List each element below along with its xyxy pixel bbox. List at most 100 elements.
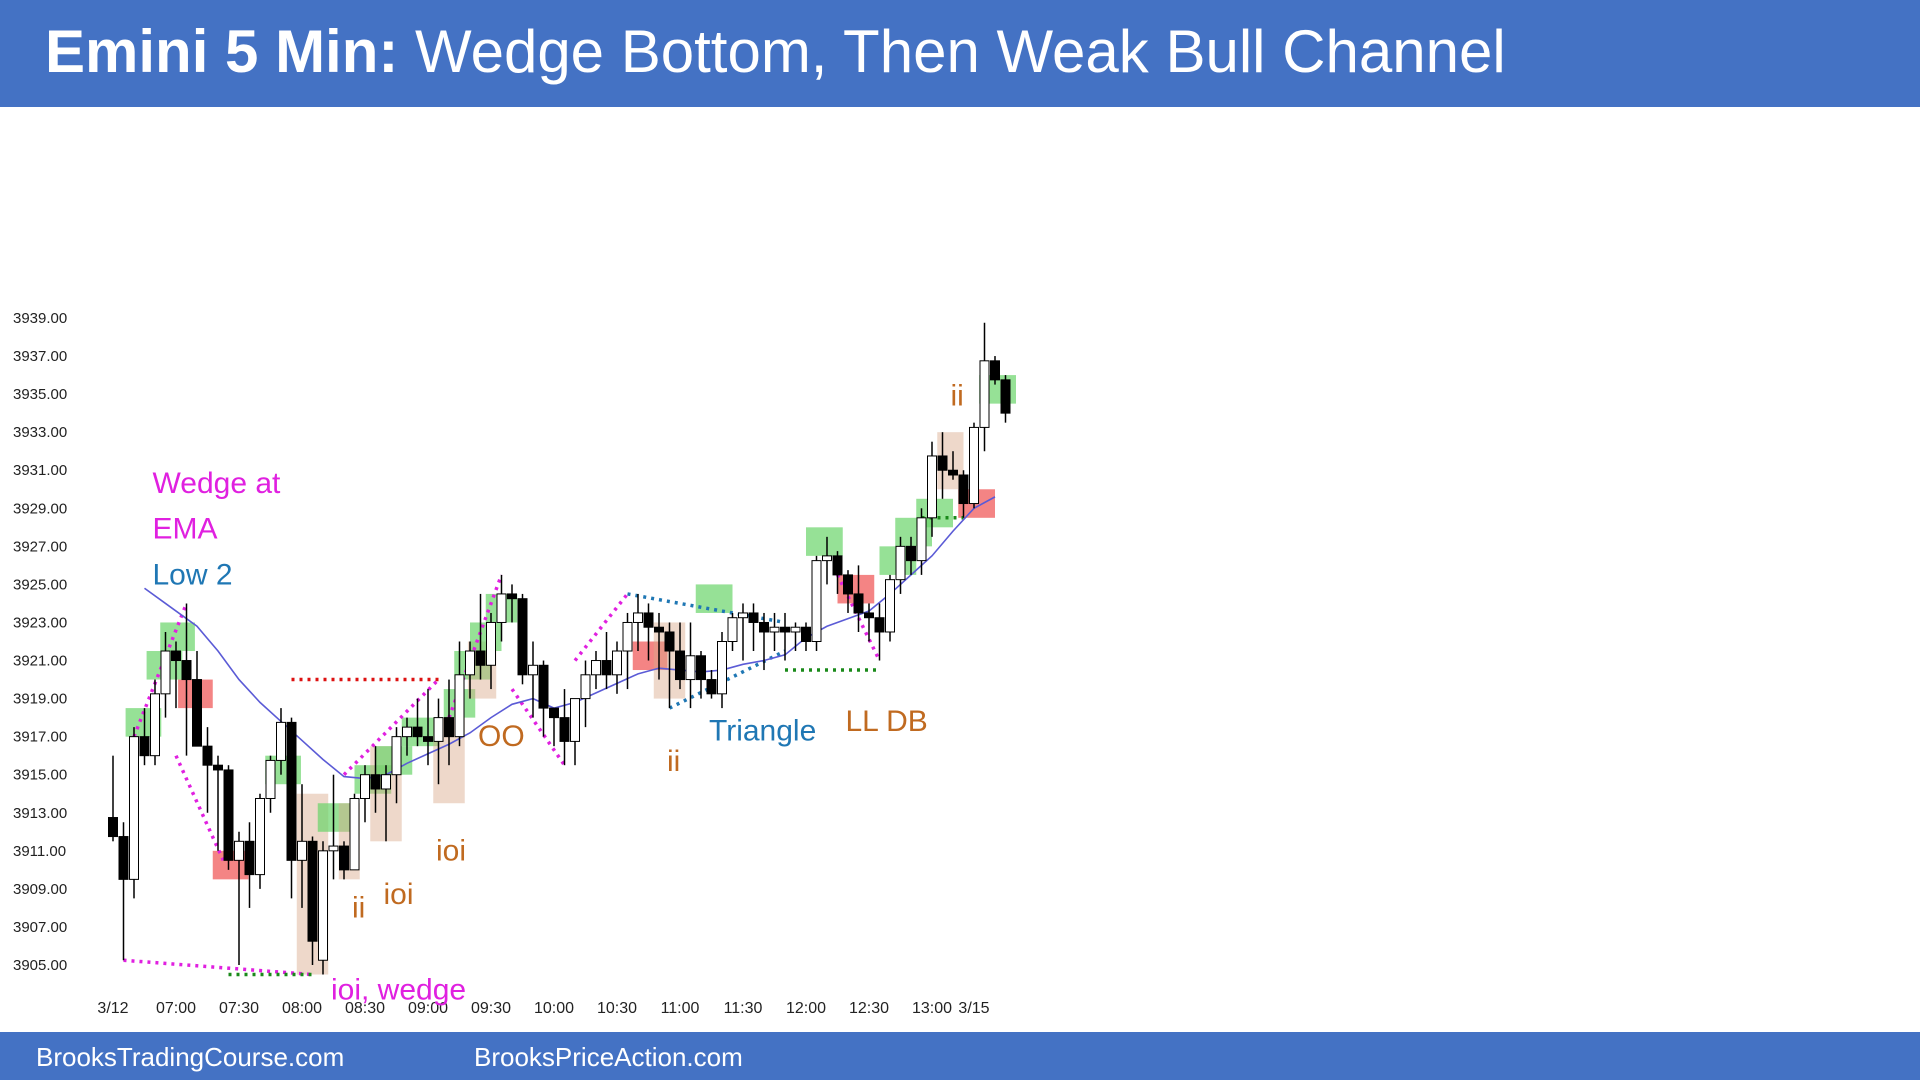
annotation-label: ii bbox=[667, 745, 680, 778]
bear-candle bbox=[990, 360, 1000, 381]
bull-candle bbox=[129, 736, 139, 880]
bear-candle bbox=[948, 469, 958, 476]
magenta-trend-line bbox=[573, 592, 629, 662]
bull-candle bbox=[486, 621, 496, 666]
bull-candle bbox=[528, 664, 538, 676]
x-tick-label: 12:00 bbox=[786, 1000, 826, 1017]
y-tick-label: 3929.00 bbox=[13, 500, 67, 517]
x-tick-label: 3/12 bbox=[97, 1000, 128, 1017]
bear-candle bbox=[423, 736, 433, 742]
title-banner: Emini 5 Min: Wedge Bottom, Then Weak Bul… bbox=[0, 0, 1920, 107]
annotation-label: Triangle bbox=[709, 714, 816, 747]
bear-candle bbox=[475, 650, 486, 666]
bull-candle bbox=[811, 560, 822, 642]
highlight-zones bbox=[125, 375, 1016, 975]
x-tick-label: 08:30 bbox=[345, 1000, 385, 1017]
x-tick-label: 10:30 bbox=[597, 1000, 637, 1017]
bear-candle bbox=[307, 840, 318, 942]
bear-candle bbox=[118, 836, 129, 880]
bull-candle bbox=[265, 759, 276, 799]
bear-candle bbox=[874, 617, 885, 633]
bull-candle bbox=[895, 545, 906, 581]
footer-banner: BrooksTradingCourse.com BrooksPriceActio… bbox=[0, 1032, 1920, 1080]
bull-candle bbox=[790, 626, 801, 633]
bull-candle bbox=[591, 660, 601, 676]
bear-candle bbox=[759, 621, 769, 633]
y-tick-label: 3907.00 bbox=[13, 919, 67, 936]
bull-candle bbox=[381, 774, 391, 790]
bull-candle bbox=[717, 641, 727, 695]
bear-candle bbox=[171, 650, 181, 662]
bull-candle bbox=[633, 612, 643, 623]
bull-candle bbox=[979, 360, 990, 428]
x-tick-label: 3/15 bbox=[958, 1000, 989, 1017]
bull-candle bbox=[612, 650, 622, 676]
bear-candle bbox=[906, 545, 916, 562]
bull-candle bbox=[402, 726, 412, 738]
y-tick-label: 3933.00 bbox=[13, 424, 67, 441]
bull-candle bbox=[328, 845, 339, 852]
bear-candle bbox=[748, 612, 759, 623]
annotation-label: OO bbox=[478, 720, 525, 753]
bear-candle bbox=[559, 717, 570, 742]
green-zone bbox=[317, 803, 355, 832]
x-tick-label: 10:00 bbox=[534, 1000, 574, 1017]
bull-candle bbox=[570, 698, 580, 742]
annotation-label: ioi bbox=[384, 878, 414, 911]
bear-candle bbox=[192, 679, 202, 747]
bear-candle bbox=[507, 593, 517, 600]
bull-candle bbox=[255, 797, 265, 876]
teal-trend-line bbox=[668, 649, 786, 710]
x-tick-label: 11:00 bbox=[661, 1000, 700, 1017]
bull-candle bbox=[349, 797, 360, 871]
candles bbox=[108, 322, 1011, 975]
bull-candle bbox=[276, 721, 286, 761]
annotation-label: ii bbox=[951, 380, 964, 413]
bear-candle bbox=[444, 717, 454, 738]
green-zone bbox=[806, 527, 843, 556]
y-tick-label: 3905.00 bbox=[13, 957, 67, 974]
bull-candle bbox=[727, 617, 738, 643]
footer-link-brookstradingcourse[interactable]: BrooksTradingCourse.com bbox=[36, 1042, 345, 1072]
bear-candle bbox=[538, 664, 549, 709]
annotation-label: Wedge at bbox=[153, 467, 282, 500]
bull-candle bbox=[150, 693, 160, 757]
annotation-label: ioi, wedge bbox=[331, 973, 466, 1006]
bull-candle bbox=[622, 621, 633, 652]
y-tick-label: 3917.00 bbox=[13, 729, 67, 746]
y-tick-label: 3911.00 bbox=[13, 843, 66, 860]
green-zone bbox=[695, 584, 733, 613]
bear-candle bbox=[843, 574, 853, 595]
bull-candle bbox=[769, 626, 780, 633]
y-tick-label: 3909.00 bbox=[13, 881, 67, 898]
bull-candle bbox=[885, 579, 895, 633]
bull-candle bbox=[738, 612, 748, 619]
bear-candle bbox=[853, 593, 864, 614]
bear-candle bbox=[202, 745, 213, 766]
bull-candle bbox=[822, 555, 832, 562]
bull-candle bbox=[234, 840, 244, 861]
bull-candle bbox=[297, 840, 307, 861]
y-tick-label: 3937.00 bbox=[13, 348, 67, 365]
bear-candle bbox=[517, 598, 528, 676]
x-tick-label: 13:00 bbox=[912, 1000, 952, 1017]
bear-candle bbox=[213, 764, 223, 771]
title-bold: Emini 5 Min: bbox=[45, 18, 399, 85]
bear-candle bbox=[244, 840, 255, 876]
bear-candle bbox=[780, 626, 790, 633]
candlestick-chart: 3939.00 3937.00 3935.00 3933.00 3931.00 3929.… bbox=[13, 310, 1016, 1017]
bull-candle bbox=[360, 774, 370, 799]
bull-candle bbox=[580, 674, 591, 700]
x-tick-label: 08:00 bbox=[282, 1000, 322, 1017]
y-tick-label: 3931.00 bbox=[13, 462, 67, 479]
y-tick-label: 3915.00 bbox=[13, 767, 67, 784]
x-axis-ticks: 3/12 07:00 07:30 08:00 08:30 09:00 09:30 10:00 1… bbox=[97, 1000, 989, 1017]
bear-candle bbox=[370, 774, 381, 790]
bear-candle bbox=[549, 707, 559, 719]
x-tick-label: 07:30 bbox=[219, 1000, 259, 1017]
y-tick-label: 3935.00 bbox=[13, 386, 67, 403]
annotation-label: Low 2 bbox=[153, 558, 233, 591]
footer-link-brookspriceaction[interactable]: BrooksPriceAction.com bbox=[474, 1042, 743, 1072]
bear-candle bbox=[937, 455, 948, 471]
bull-candle bbox=[160, 650, 171, 695]
